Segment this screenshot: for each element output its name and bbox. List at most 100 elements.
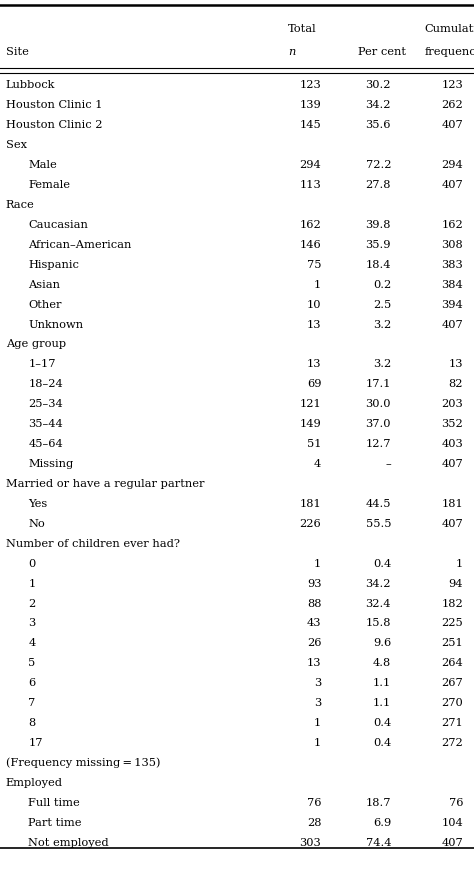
- Text: 113: 113: [300, 180, 321, 190]
- Text: 13: 13: [307, 359, 321, 370]
- Text: 26: 26: [307, 638, 321, 649]
- Text: 88: 88: [307, 599, 321, 608]
- Text: 271: 271: [441, 718, 463, 728]
- Text: –: –: [385, 459, 391, 469]
- Text: 18.7: 18.7: [365, 798, 391, 808]
- Text: 27.8: 27.8: [365, 180, 391, 190]
- Text: Not employed: Not employed: [28, 837, 109, 848]
- Text: 39.8: 39.8: [365, 220, 391, 230]
- Text: 308: 308: [441, 239, 463, 250]
- Text: 0.4: 0.4: [373, 738, 391, 748]
- Text: Other: Other: [28, 300, 62, 309]
- Text: Married or have a regular partner: Married or have a regular partner: [6, 479, 204, 489]
- Text: Part time: Part time: [28, 818, 82, 828]
- Text: 294: 294: [441, 160, 463, 170]
- Text: 139: 139: [300, 101, 321, 110]
- Text: 8: 8: [28, 718, 36, 728]
- Text: 267: 267: [441, 678, 463, 688]
- Text: 121: 121: [300, 399, 321, 409]
- Text: 35–44: 35–44: [28, 420, 63, 429]
- Text: 17: 17: [28, 738, 43, 748]
- Text: Lubbock: Lubbock: [6, 80, 55, 90]
- Text: 123: 123: [300, 80, 321, 90]
- Text: Unknown: Unknown: [28, 320, 83, 329]
- Text: 30.2: 30.2: [365, 80, 391, 90]
- Text: Site: Site: [6, 47, 28, 57]
- Text: 18–24: 18–24: [28, 379, 63, 389]
- Text: 181: 181: [300, 499, 321, 509]
- Text: 294: 294: [300, 160, 321, 170]
- Text: 34.2: 34.2: [365, 579, 391, 588]
- Text: Asian: Asian: [28, 280, 61, 289]
- Text: 352: 352: [441, 420, 463, 429]
- Text: Per cent: Per cent: [358, 47, 406, 57]
- Text: 384: 384: [441, 280, 463, 289]
- Text: 28: 28: [307, 818, 321, 828]
- Text: 45–64: 45–64: [28, 439, 63, 449]
- Text: African–American: African–American: [28, 239, 132, 250]
- Text: Caucasian: Caucasian: [28, 220, 88, 230]
- Text: 407: 407: [441, 320, 463, 329]
- Text: 303: 303: [300, 837, 321, 848]
- Text: 145: 145: [300, 121, 321, 130]
- Text: 1–17: 1–17: [28, 359, 56, 370]
- Text: 44.5: 44.5: [365, 499, 391, 509]
- Text: 18.4: 18.4: [365, 260, 391, 270]
- Text: 37.0: 37.0: [365, 420, 391, 429]
- Text: 82: 82: [448, 379, 463, 389]
- Text: 93: 93: [307, 579, 321, 588]
- Text: 6: 6: [28, 678, 36, 688]
- Text: 43: 43: [307, 619, 321, 628]
- Text: 407: 407: [441, 837, 463, 848]
- Text: 3: 3: [314, 698, 321, 708]
- Text: 181: 181: [441, 499, 463, 509]
- Text: Race: Race: [6, 200, 35, 210]
- Text: frequency: frequency: [424, 47, 474, 57]
- Text: 4: 4: [28, 638, 36, 649]
- Text: Sex: Sex: [6, 140, 27, 150]
- Text: 55.5: 55.5: [365, 519, 391, 529]
- Text: Total: Total: [288, 24, 317, 34]
- Text: 4.8: 4.8: [373, 658, 391, 669]
- Text: 2.5: 2.5: [373, 300, 391, 309]
- Text: 13: 13: [448, 359, 463, 370]
- Text: 226: 226: [300, 519, 321, 529]
- Text: 272: 272: [441, 738, 463, 748]
- Text: 15.8: 15.8: [365, 619, 391, 628]
- Text: 75: 75: [307, 260, 321, 270]
- Text: 30.0: 30.0: [365, 399, 391, 409]
- Text: 51: 51: [307, 439, 321, 449]
- Text: 1: 1: [314, 558, 321, 569]
- Text: 407: 407: [441, 180, 463, 190]
- Text: 162: 162: [441, 220, 463, 230]
- Text: Houston Clinic 1: Houston Clinic 1: [6, 101, 102, 110]
- Text: 69: 69: [307, 379, 321, 389]
- Text: Houston Clinic 2: Houston Clinic 2: [6, 121, 102, 130]
- Text: 270: 270: [441, 698, 463, 708]
- Text: 1: 1: [314, 280, 321, 289]
- Text: 35.6: 35.6: [365, 121, 391, 130]
- Text: Number of children ever had?: Number of children ever had?: [6, 538, 180, 549]
- Text: 76: 76: [448, 798, 463, 808]
- Text: (Frequency missing = 135): (Frequency missing = 135): [6, 758, 160, 768]
- Text: Age group: Age group: [6, 339, 66, 350]
- Text: 203: 203: [441, 399, 463, 409]
- Text: 3.2: 3.2: [373, 359, 391, 370]
- Text: 74.4: 74.4: [365, 837, 391, 848]
- Text: 407: 407: [441, 121, 463, 130]
- Text: 1.1: 1.1: [373, 698, 391, 708]
- Text: 0.4: 0.4: [373, 558, 391, 569]
- Text: 1: 1: [456, 558, 463, 569]
- Text: 6.9: 6.9: [373, 818, 391, 828]
- Text: 25–34: 25–34: [28, 399, 63, 409]
- Text: 407: 407: [441, 459, 463, 469]
- Text: Missing: Missing: [28, 459, 73, 469]
- Text: 0: 0: [28, 558, 36, 569]
- Text: 182: 182: [441, 599, 463, 608]
- Text: 394: 394: [441, 300, 463, 309]
- Text: Female: Female: [28, 180, 71, 190]
- Text: Hispanic: Hispanic: [28, 260, 79, 270]
- Text: 149: 149: [300, 420, 321, 429]
- Text: 407: 407: [441, 519, 463, 529]
- Text: 403: 403: [441, 439, 463, 449]
